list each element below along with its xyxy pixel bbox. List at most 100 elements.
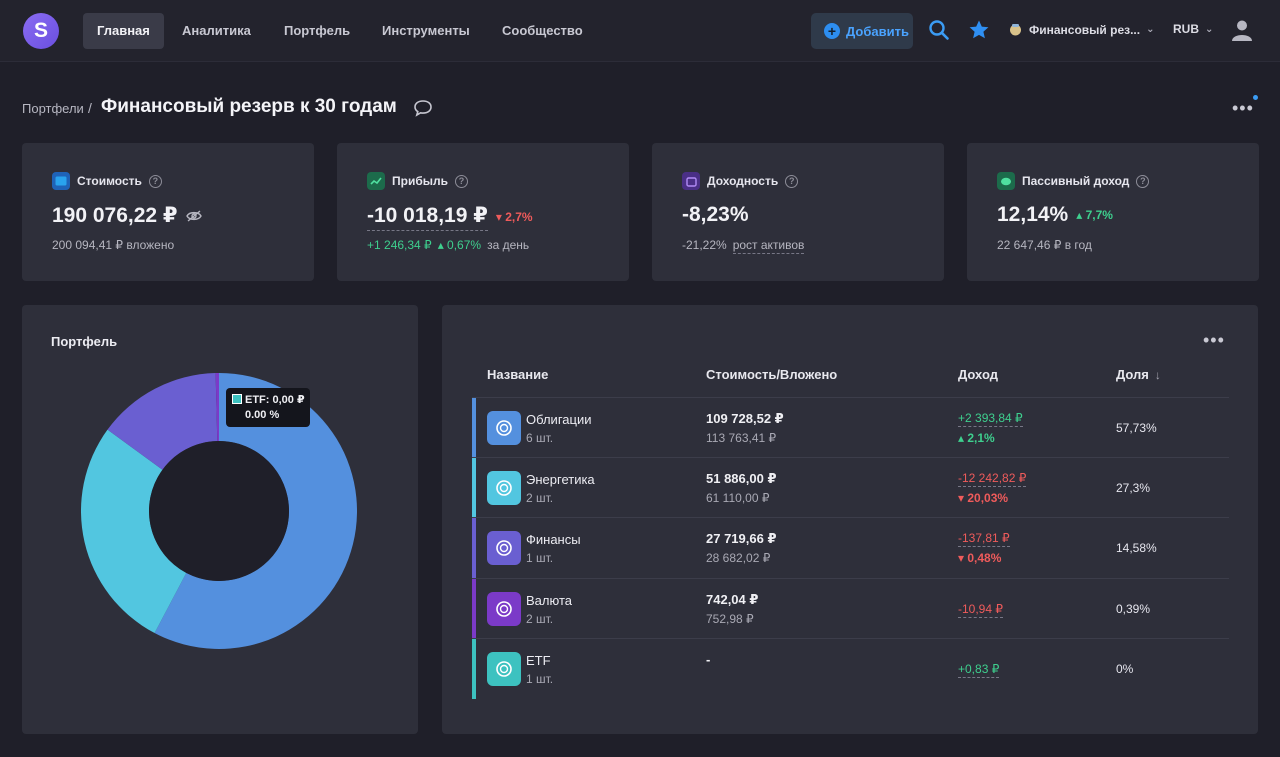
asset-type-icon [487,531,521,565]
yield-sub-label[interactable]: рост активов [732,238,805,254]
table-more-menu-icon[interactable]: ••• [1203,330,1225,350]
logo-letter: S [33,19,48,42]
page-more-menu-icon[interactable]: ••• [1232,98,1254,118]
asset-share: 14,58% [1116,541,1157,555]
asset-name[interactable]: Облигации [526,412,592,427]
donut-slice-Валюта[interactable] [215,373,219,442]
portfolio-chart-title: Портфель [51,334,118,349]
stat-header: Доходность ? [682,172,799,190]
asset-value: 27 719,66 ₽ [706,531,777,546]
stat-label: Прибыль [392,174,448,188]
portfolio-chart-card: Портфель ETF: 0,00 ₽ 0.00 % [22,305,418,734]
asset-income-percent-value: 2,1% [967,431,995,445]
portfolio-emoji-icon [1010,24,1021,36]
day-change-abs: +1 246,34 ₽ [367,238,432,252]
add-button-label: Добавить [846,23,909,39]
help-icon[interactable]: ? [1136,174,1150,188]
wallet-icon [52,172,70,190]
nav-item-home[interactable]: Главная [83,13,164,49]
table-row[interactable]: Облигации 6 шт. 109 728,52 ₽ 113 763,41 ₽ +2… [472,397,1229,458]
portfolio-donut-chart[interactable] [22,305,418,734]
asset-income: -137,81 ₽ [958,531,1010,547]
stat-amount: 190 076,22 ₽ [52,203,202,228]
asset-income-percent-value: 20,03% [967,491,1009,505]
portfolio-selector-label: Финансовый рез... [1029,22,1141,37]
top-navbar: S Главная Аналитика Портфель Инструменты… [0,0,1280,62]
asset-income: -12 242,82 ₽ [958,471,1027,487]
stat-header: Стоимость ? [52,172,162,190]
holdings-table-card: ••• Название Стоимость/Вложено Доход Дол… [442,305,1258,734]
asset-income-percent: ▾ 20,03% [958,491,1009,505]
stat-amount-text: 190 076,22 ₽ [52,204,178,227]
asset-invested: 752,98 ₽ [706,612,754,626]
calendar-icon [682,172,700,190]
tooltip-percent: 0.00 % [245,409,280,421]
nav-item-portfolio[interactable]: Портфель [284,23,351,38]
asset-share: 0% [1116,662,1134,676]
row-color-bar [472,579,476,639]
column-header-name[interactable]: Название [487,367,549,382]
asset-income: +0,83 ₽ [958,662,1000,678]
asset-type-icon [487,411,521,445]
column-header-income[interactable]: Доход [958,367,998,382]
currency-selector[interactable]: RUB ⌄ [1173,22,1213,36]
table-row[interactable]: ETF 1 шт. - +0,83 ₽ 0% [472,638,1229,699]
column-header-value[interactable]: Стоимость/Вложено [706,367,838,382]
portfolio-selector[interactable]: Финансовый рез... ⌄ [1008,22,1155,37]
asset-quantity: 2 шт. [526,612,554,626]
stat-label: Стоимость [77,174,142,188]
help-icon[interactable]: ? [455,174,468,188]
asset-type-icon [487,592,521,626]
chevron-down-icon: ⌄ [1205,23,1214,35]
asset-value: 742,04 ₽ [706,592,759,607]
stat-sub: 200 094,41 ₽ вложено [52,238,175,252]
asset-name[interactable]: Финансы [526,532,581,547]
row-color-bar [472,398,476,458]
asset-name[interactable]: Энергетика [526,472,595,487]
donut-hole [149,441,289,581]
nav-item-tools[interactable]: Инструменты [382,23,470,38]
row-color-bar [472,639,476,699]
sort-arrow-down-icon[interactable]: ↓ [1154,368,1161,382]
stat-amount-text: -8,23% [682,203,749,226]
asset-name[interactable]: Валюта [526,593,572,608]
asset-income-percent-value: 0,48% [967,551,1002,565]
help-icon[interactable]: ? [148,174,162,188]
asset-value: - [706,652,711,667]
yield-sub-value: -21,22% [682,238,727,252]
table-row[interactable]: Валюта 2 шт. 742,04 ₽ 752,98 ₽ -10,94 ₽ 0,39% [472,578,1229,639]
donut-slice-Облигации[interactable] [154,373,357,649]
breadcrumb-root-link[interactable]: Портфели [22,101,84,116]
user-avatar-icon[interactable] [1230,18,1254,42]
donut-slice-Финансы[interactable] [107,373,218,470]
chevron-down-icon: ⌄ [1146,24,1155,35]
search-icon[interactable] [928,19,950,41]
row-color-bar [472,458,476,518]
asset-quantity: 1 шт. [526,551,554,565]
comment-icon[interactable] [413,99,433,117]
asset-quantity: 6 шт. [526,431,554,445]
table-row[interactable]: Финансы 1 шт. 27 719,66 ₽ 28 682,02 ₽ -137,8… [472,517,1229,578]
asset-quantity: 1 шт. [526,672,554,686]
star-icon[interactable] [968,19,990,41]
nav-item-community[interactable]: Сообщество [502,23,583,38]
table-row[interactable]: Энергетика 2 шт. 51 886,00 ₽ 61 110,00 ₽ -12… [472,457,1229,518]
asset-name[interactable]: ETF [526,653,551,668]
stat-label: Доходность [707,174,779,188]
stat-card-passive: Пассивный доход ? 12,14% ▴ 7,7% 22 647,4… [967,143,1259,281]
tooltip-label: ETF: 0,00 ₽ [245,394,305,406]
chart-tooltip: ETF: 0,00 ₽ 0.00 % [226,388,310,427]
column-header-share[interactable]: Доля ↓ [1116,367,1161,382]
nav-item-analytics[interactable]: Аналитика [182,23,251,38]
eye-off-icon[interactable] [185,209,202,222]
donut-slice-Энергетика[interactable] [81,429,187,634]
stat-card-yield: Доходность ? -8,23% -21,22% рост активов [652,143,944,281]
asset-type-icon [487,652,521,686]
stat-header: Прибыль ? [367,172,468,190]
asset-value: 109 728,52 ₽ [706,411,784,426]
stat-amount: -10 018,19 ₽ ▾ 2,7% [367,203,533,231]
asset-type-icon [487,471,521,505]
app-logo[interactable]: S [23,13,59,49]
help-icon[interactable]: ? [785,174,799,188]
add-button[interactable]: + Добавить [811,13,913,49]
